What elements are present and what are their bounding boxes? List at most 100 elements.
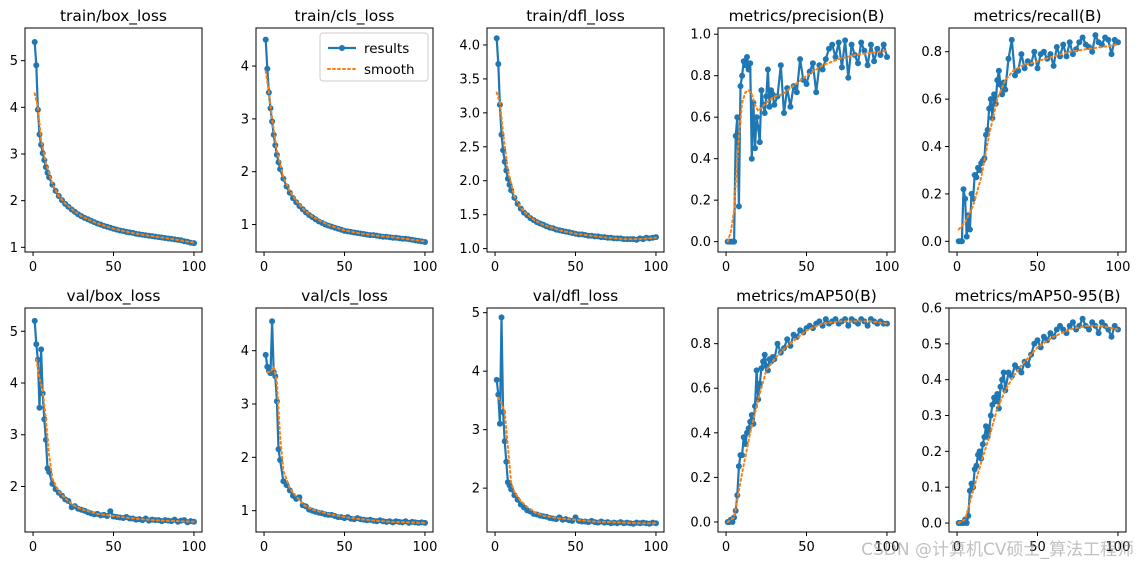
data-point bbox=[739, 452, 746, 459]
data-point bbox=[855, 60, 861, 67]
data-point bbox=[787, 103, 794, 110]
legend-smooth-label: smooth bbox=[364, 62, 415, 78]
series-smooth-line bbox=[726, 49, 888, 243]
legend-results-label: results bbox=[364, 41, 409, 57]
data-point bbox=[503, 458, 510, 465]
data-point bbox=[1050, 62, 1057, 69]
panel-title: metrics/mAP50-95(B) bbox=[954, 287, 1120, 305]
data-point bbox=[1108, 51, 1115, 58]
data-point bbox=[822, 56, 829, 63]
x-tick-label: 100 bbox=[875, 540, 900, 555]
data-point bbox=[747, 60, 754, 67]
data-point bbox=[1108, 333, 1115, 340]
data-point bbox=[739, 72, 746, 79]
y-tick-label: 3.0 bbox=[459, 106, 480, 121]
y-tick-label: 0.8 bbox=[690, 337, 711, 352]
y-tick-label: 1 bbox=[241, 504, 249, 519]
data-point bbox=[763, 93, 770, 100]
legend-results-marker bbox=[339, 45, 345, 51]
y-tick-label: 0.2 bbox=[921, 187, 942, 202]
data-point bbox=[999, 376, 1006, 383]
data-point bbox=[777, 62, 784, 69]
x-tick-label: 0 bbox=[953, 260, 961, 275]
y-tick-label: 0.0 bbox=[921, 235, 942, 250]
panel-2: train/cls_loss 0 50 100 1 2 3 4 results smooth bbox=[241, 7, 438, 275]
x-tick-label: 100 bbox=[413, 260, 438, 275]
data-point bbox=[816, 318, 823, 325]
data-point bbox=[756, 380, 763, 387]
data-point bbox=[1000, 369, 1007, 376]
data-point bbox=[1092, 32, 1099, 39]
data-point bbox=[1063, 53, 1070, 60]
data-point bbox=[495, 391, 502, 398]
y-tick-label: 0.2 bbox=[690, 471, 711, 486]
data-point bbox=[867, 41, 874, 48]
data-point bbox=[976, 167, 983, 174]
y-tick-label: 5 bbox=[10, 325, 18, 340]
data-point bbox=[262, 351, 269, 358]
x-tick-label: 100 bbox=[644, 260, 669, 275]
data-point bbox=[1034, 65, 1041, 72]
y-tick-label: 2 bbox=[241, 165, 249, 180]
panel-10: metrics/mAP50-95(B) 0 50 100 0.0 0.1 0.2 0.3 0.4… bbox=[921, 287, 1130, 555]
x-tick-label: 100 bbox=[1106, 260, 1131, 275]
data-point bbox=[764, 66, 771, 73]
y-tick-label: 4 bbox=[10, 101, 18, 116]
data-point bbox=[36, 131, 43, 138]
data-point bbox=[1047, 51, 1054, 58]
panel-6: val/box_loss 0 50 100 2 3 4 5 bbox=[10, 287, 207, 555]
axes-frame bbox=[948, 307, 1127, 533]
data-point bbox=[501, 438, 508, 445]
data-point bbox=[107, 508, 114, 515]
data-point bbox=[760, 358, 767, 365]
axes-frame bbox=[486, 307, 665, 533]
y-tick-label: 0.6 bbox=[690, 111, 711, 126]
data-point bbox=[1086, 326, 1092, 333]
data-point bbox=[800, 76, 807, 83]
data-point bbox=[880, 41, 887, 48]
data-point bbox=[829, 41, 836, 48]
data-point bbox=[1008, 36, 1015, 43]
x-tick-label: 50 bbox=[105, 260, 122, 275]
data-point bbox=[1031, 48, 1038, 55]
panel-title: train/dfl_loss bbox=[526, 7, 625, 26]
x-tick-label: 50 bbox=[1029, 540, 1046, 555]
data-point bbox=[994, 77, 1001, 84]
data-point bbox=[262, 36, 269, 43]
data-point bbox=[784, 336, 791, 343]
panel-title: metrics/recall(B) bbox=[973, 7, 1101, 25]
y-tick-label: 1.0 bbox=[459, 242, 480, 257]
axes-frame bbox=[24, 27, 203, 253]
series-results-line bbox=[495, 316, 657, 525]
data-point bbox=[966, 226, 973, 233]
x-tick-label: 0 bbox=[722, 260, 730, 275]
y-tick-label: 2 bbox=[241, 451, 249, 466]
data-point bbox=[275, 446, 282, 453]
data-point bbox=[1076, 39, 1083, 46]
y-tick-label: 0.4 bbox=[690, 426, 711, 441]
data-point bbox=[838, 64, 845, 71]
data-point bbox=[1053, 44, 1060, 50]
x-tick-label: 100 bbox=[182, 540, 207, 555]
data-point bbox=[984, 126, 991, 133]
data-point bbox=[1063, 330, 1070, 337]
plot-area bbox=[724, 37, 890, 245]
y-tick-label: 2.5 bbox=[459, 140, 480, 155]
data-point bbox=[787, 342, 794, 349]
y-tick-label: 3 bbox=[472, 423, 480, 438]
y-tick-label: 0.0 bbox=[690, 515, 711, 530]
y-tick-label: 5 bbox=[10, 54, 18, 69]
panel-8: val/dfl_loss 0 50 100 2 3 4 5 bbox=[472, 287, 669, 555]
data-point bbox=[1034, 337, 1041, 344]
y-tick-label: 0.2 bbox=[921, 445, 942, 460]
y-tick-label: 1.5 bbox=[459, 208, 480, 223]
data-point bbox=[264, 65, 271, 72]
data-point bbox=[493, 35, 500, 42]
x-tick-label: 0 bbox=[260, 540, 268, 555]
data-point bbox=[269, 318, 276, 325]
y-tick-label: 0.6 bbox=[921, 93, 942, 108]
axes-frame bbox=[717, 307, 896, 533]
y-tick-label: 4 bbox=[241, 344, 249, 359]
data-point bbox=[1069, 51, 1076, 58]
panel-title: val/box_loss bbox=[67, 287, 161, 306]
